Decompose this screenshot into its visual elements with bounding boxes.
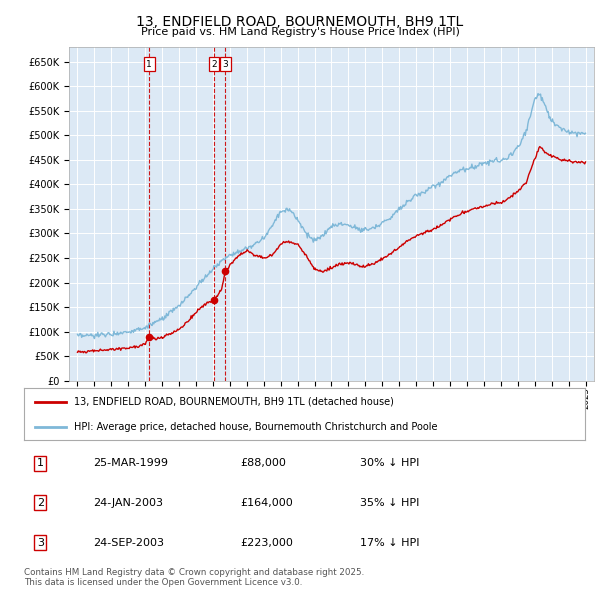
Text: 1: 1 — [146, 60, 152, 69]
Text: 30% ↓ HPI: 30% ↓ HPI — [360, 458, 419, 468]
Text: 25-MAR-1999: 25-MAR-1999 — [93, 458, 168, 468]
Text: 17% ↓ HPI: 17% ↓ HPI — [360, 538, 419, 548]
Text: 3: 3 — [223, 60, 228, 69]
Text: 35% ↓ HPI: 35% ↓ HPI — [360, 498, 419, 507]
Text: Contains HM Land Registry data © Crown copyright and database right 2025.
This d: Contains HM Land Registry data © Crown c… — [24, 568, 364, 587]
Text: £223,000: £223,000 — [240, 538, 293, 548]
Text: 2: 2 — [37, 498, 44, 507]
Text: 24-JAN-2003: 24-JAN-2003 — [93, 498, 163, 507]
Text: £88,000: £88,000 — [240, 458, 286, 468]
Text: HPI: Average price, detached house, Bournemouth Christchurch and Poole: HPI: Average price, detached house, Bour… — [74, 422, 438, 431]
Text: 24-SEP-2003: 24-SEP-2003 — [93, 538, 164, 548]
Text: 1: 1 — [37, 458, 44, 468]
Text: 13, ENDFIELD ROAD, BOURNEMOUTH, BH9 1TL (detached house): 13, ENDFIELD ROAD, BOURNEMOUTH, BH9 1TL … — [74, 396, 394, 407]
Text: 3: 3 — [37, 538, 44, 548]
Text: £164,000: £164,000 — [240, 498, 293, 507]
Text: 2: 2 — [211, 60, 217, 69]
Text: 13, ENDFIELD ROAD, BOURNEMOUTH, BH9 1TL: 13, ENDFIELD ROAD, BOURNEMOUTH, BH9 1TL — [136, 15, 464, 29]
Text: Price paid vs. HM Land Registry's House Price Index (HPI): Price paid vs. HM Land Registry's House … — [140, 27, 460, 37]
